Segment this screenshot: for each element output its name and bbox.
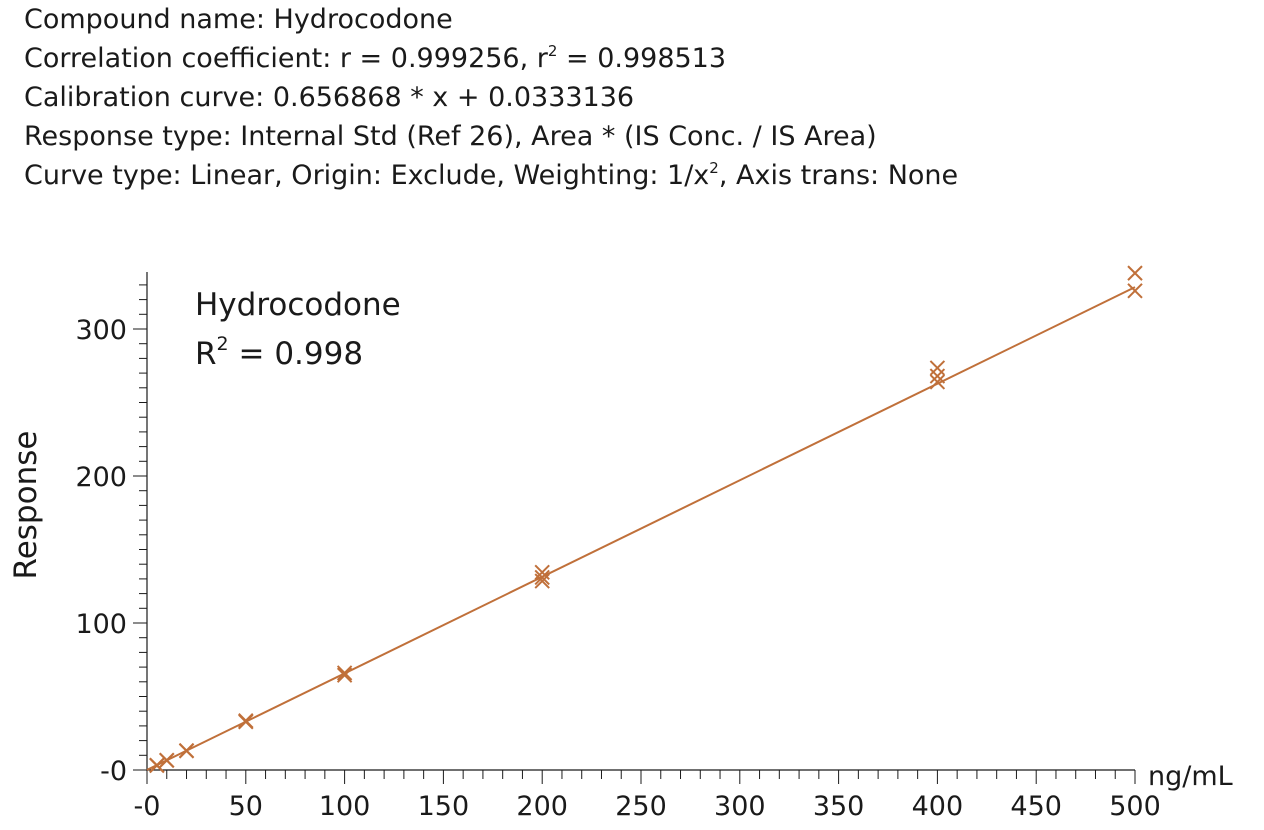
tick-labels-group: -0 50 100 150 200 250 300 350 400 450 500 -0 100 200 3…: [75, 315, 1160, 822]
annotation-r2-value: = 0.998: [229, 336, 363, 372]
data-point-stroke: [929, 360, 946, 376]
data-point-stroke: [159, 752, 175, 768]
y-tick-label: 200: [75, 462, 127, 493]
data-point: [534, 564, 550, 580]
data-point-stroke: [534, 564, 550, 580]
data-point: [1127, 283, 1143, 299]
x-tick-label: 350: [813, 791, 865, 822]
curve-type-superscript: 2: [709, 159, 719, 177]
data-point: [159, 752, 175, 768]
compound-name-line: Compound name: Hydrocodone: [24, 4, 453, 35]
x-tick-label: 100: [319, 791, 371, 822]
y-tick-label: -0: [100, 756, 127, 787]
annotation-compound: Hydrocodone: [195, 287, 401, 323]
data-point-stroke: [336, 667, 353, 683]
data-point: [238, 713, 254, 729]
x-tick-label: 250: [615, 791, 667, 822]
response-type-line: Response type: Internal Std (Ref 26), Ar…: [24, 121, 877, 152]
data-point-stroke: [1127, 265, 1143, 281]
curve-type-line: Curve type: Linear, Origin: Exclude, Wei…: [24, 156, 958, 195]
data-point: [336, 665, 353, 681]
y-tick-label: 300: [75, 315, 127, 346]
y-axis-title: Response: [8, 431, 44, 580]
correlation-text: Correlation coefficient: r = 0.999256, r: [24, 43, 548, 74]
report-header: Compound name: Hydrocodone Correlation c…: [24, 0, 958, 195]
data-point-stroke: [336, 665, 353, 681]
data-point-stroke: [929, 374, 946, 390]
correlation-superscript: 2: [547, 42, 558, 60]
data-point: [178, 742, 195, 759]
x-tick-label: -0: [134, 791, 161, 822]
data-point: [336, 667, 353, 683]
data-point-stroke: [149, 757, 165, 774]
x-tick-label: 400: [912, 791, 964, 822]
y-tick-label: 100: [75, 609, 127, 640]
correlation-value: = 0.998513: [557, 43, 727, 74]
correlation-line: Correlation coefficient: r = 0.999256, r…: [24, 39, 958, 78]
annotation-r2: R2 = 0.998: [195, 333, 363, 372]
data-point-stroke: [1127, 283, 1143, 299]
x-tick-label: 450: [1010, 791, 1062, 822]
curve-type-text: Curve type: Linear, Origin: Exclude, Wei…: [24, 160, 710, 191]
curve-type-suffix: , Axis trans: None: [718, 160, 959, 191]
annotation-r2-prefix: R: [195, 336, 217, 372]
x-tick-label: 200: [516, 791, 568, 822]
fit-line-group: [146, 286, 1136, 771]
data-point-stroke: [534, 569, 550, 586]
fit-line: [146, 286, 1136, 771]
x-tick-label: 500: [1109, 791, 1161, 822]
x-tick-label: 50: [229, 791, 263, 822]
x-axis-title: ng/mL: [1148, 761, 1233, 792]
data-point: [929, 360, 946, 376]
annotation-r2-superscript: 2: [217, 333, 229, 355]
data-point: [1127, 265, 1143, 281]
x-tick-label: 150: [418, 791, 470, 822]
data-points-group: [149, 265, 1143, 774]
data-point-stroke: [238, 713, 254, 729]
data-point: [149, 757, 165, 774]
x-tick-label: 300: [714, 791, 766, 822]
chart-axes: [133, 272, 1136, 784]
calibration-line: Calibration curve: 0.656868 * x + 0.0333…: [24, 82, 635, 113]
data-point: [534, 569, 550, 586]
data-point-stroke: [178, 742, 195, 759]
data-point: [929, 374, 946, 390]
